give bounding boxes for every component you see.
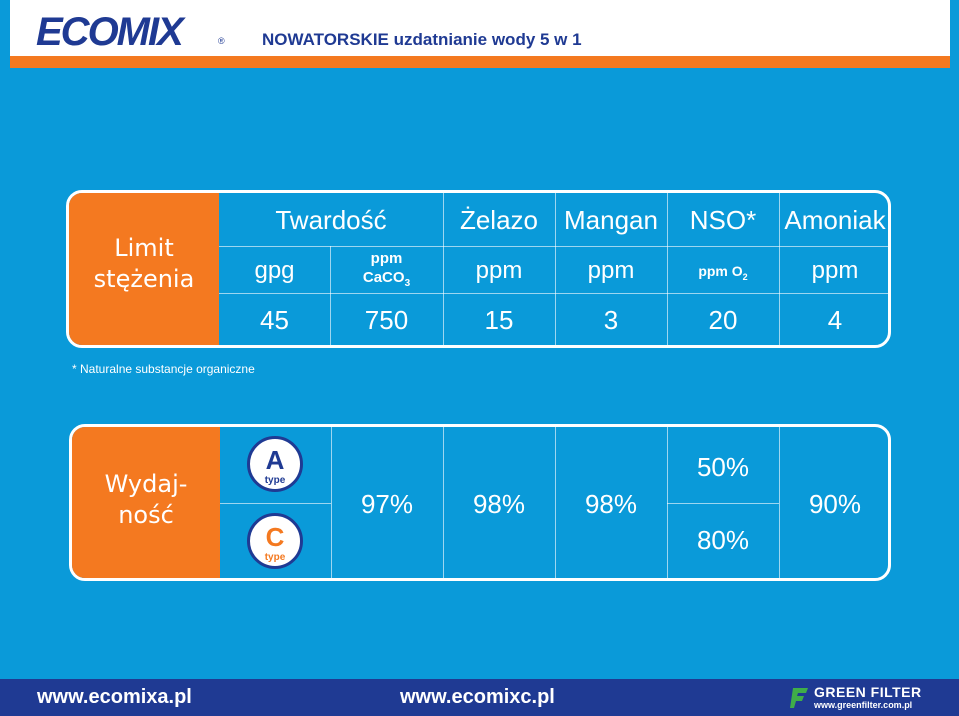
limits-label: Limit stężenia [69,233,219,295]
col-divider [779,193,780,345]
value-mangan-efficiency: 98% [584,489,638,519]
col-divider [443,193,444,345]
type-a-badge: A type [247,436,303,492]
row-divider [219,246,888,247]
unit-nso-main: ppm O [698,263,743,279]
value-nso-type-a: 50% [696,452,750,482]
unit-caco-sub: 3 [404,278,411,289]
col-divider [330,246,331,345]
type-c-badge: C type [247,513,303,569]
unit-ppm-caco3: ppm CaCO3 [330,249,443,293]
footer-bar: www.ecomixa.pl www.ecomixc.pl GREEN FILT… [0,679,959,716]
col-divider [555,427,556,578]
type-c-letter: C [265,522,285,552]
nso-divider [667,503,779,504]
col-divider [443,427,444,578]
value-mangan: 3 [603,305,619,335]
header-mangan: Mangan [564,205,658,235]
col-divider [331,427,332,578]
unit-nso-sub: 2 [742,271,748,282]
unit-gpg: gpg [254,257,295,284]
efficiency-label-line1: Wydaj- [104,470,188,498]
value-zelazo: 15 [484,305,514,335]
header-bar: ECOMIX ® NOWATORSKIE uzdatnianie wody 5 … [10,0,950,68]
efficiency-label: Wydaj- ność [72,469,220,531]
unit-ppm-text: ppm [370,250,403,267]
col-divider [667,193,668,345]
badge-divider [220,503,331,504]
header-twardosc: Twardość [275,205,387,235]
ecomix-logo: ECOMIX [36,10,184,54]
value-gpg: 45 [260,305,289,335]
unit-caco: CaCO [362,269,405,286]
limits-label-line1: Limit [114,234,174,262]
unit-caco3-text: CaCO3 [330,268,443,293]
unit-nso: ppm O2 [667,263,779,282]
header-tagline: NOWATORSKIE uzdatnianie wody 5 w 1 [262,30,582,49]
type-c-label: type [264,552,286,563]
green-filter-icon [790,688,808,708]
value-amoniak-efficiency: 90% [808,489,862,519]
ecomixa-link[interactable]: www.ecomixa.pl [37,686,192,708]
registered-mark: ® [218,36,225,46]
header-amoniak: Amoniak [784,205,886,235]
limits-label-line2: stężenia [93,265,195,293]
footnote: * Naturalne substancje organiczne [72,362,255,376]
header-zelazo: Żelazo [459,205,539,235]
unit-amoniak: ppm [811,257,859,284]
type-a-label: type [264,475,286,486]
unit-zelazo: ppm [475,257,523,284]
limits-label-box: Limit stężenia [69,193,219,345]
header-nso: NSO* [689,205,757,235]
value-zelazo-efficiency: 98% [472,489,526,519]
col-divider [555,193,556,345]
value-twardosc-efficiency: 97% [360,489,414,519]
col-divider [779,427,780,578]
green-filter-brand[interactable]: GREEN FILTER [814,684,922,700]
value-caco3: 750 [364,305,409,335]
efficiency-label-box: Wydaj- ność [72,427,220,578]
value-amoniak: 4 [827,305,843,335]
green-filter-url[interactable]: www.greenfilter.com.pl [814,700,913,710]
value-nso-type-c: 80% [696,525,750,555]
row-divider [219,293,888,294]
limits-panel: Limit stężenia Twardość Żelazo Mangan NS… [66,190,891,348]
efficiency-panel: Wydaj- ność A type C type 97% 98% 98% 50… [69,424,891,581]
ecomixc-link[interactable]: www.ecomixc.pl [400,686,555,708]
value-nso: 20 [708,305,738,335]
efficiency-label-line2: ność [118,501,174,529]
unit-mangan: ppm [587,257,635,284]
type-a-letter: A [265,445,285,475]
col-divider [667,427,668,578]
